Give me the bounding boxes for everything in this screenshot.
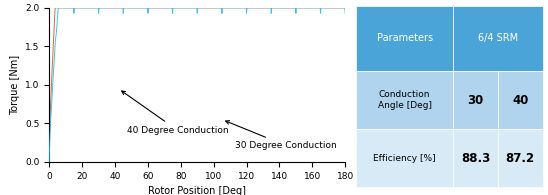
X-axis label: Rotor Position [Deg]: Rotor Position [Deg] — [149, 186, 246, 195]
Text: Efficiency [%]: Efficiency [%] — [373, 154, 436, 163]
Text: Conduction
Angle [Deg]: Conduction Angle [Deg] — [378, 90, 432, 110]
Text: 88.3: 88.3 — [461, 152, 490, 165]
Text: 40 Degree Conduction: 40 Degree Conduction — [122, 91, 228, 135]
Y-axis label: Torque [Nm]: Torque [Nm] — [10, 55, 20, 115]
Bar — [453, 6, 543, 71]
Text: 6/4 SRM: 6/4 SRM — [478, 34, 518, 43]
Text: 30 Degree Conduction: 30 Degree Conduction — [226, 121, 337, 150]
Bar — [453, 129, 498, 187]
Text: Parameters: Parameters — [376, 34, 433, 43]
Bar — [498, 71, 543, 129]
Bar — [356, 6, 453, 71]
Bar — [356, 129, 453, 187]
Bar — [453, 71, 498, 129]
Text: 30: 30 — [467, 94, 483, 107]
Text: 40: 40 — [512, 94, 528, 107]
Text: 87.2: 87.2 — [506, 152, 535, 165]
Bar — [498, 129, 543, 187]
Bar — [356, 71, 453, 129]
